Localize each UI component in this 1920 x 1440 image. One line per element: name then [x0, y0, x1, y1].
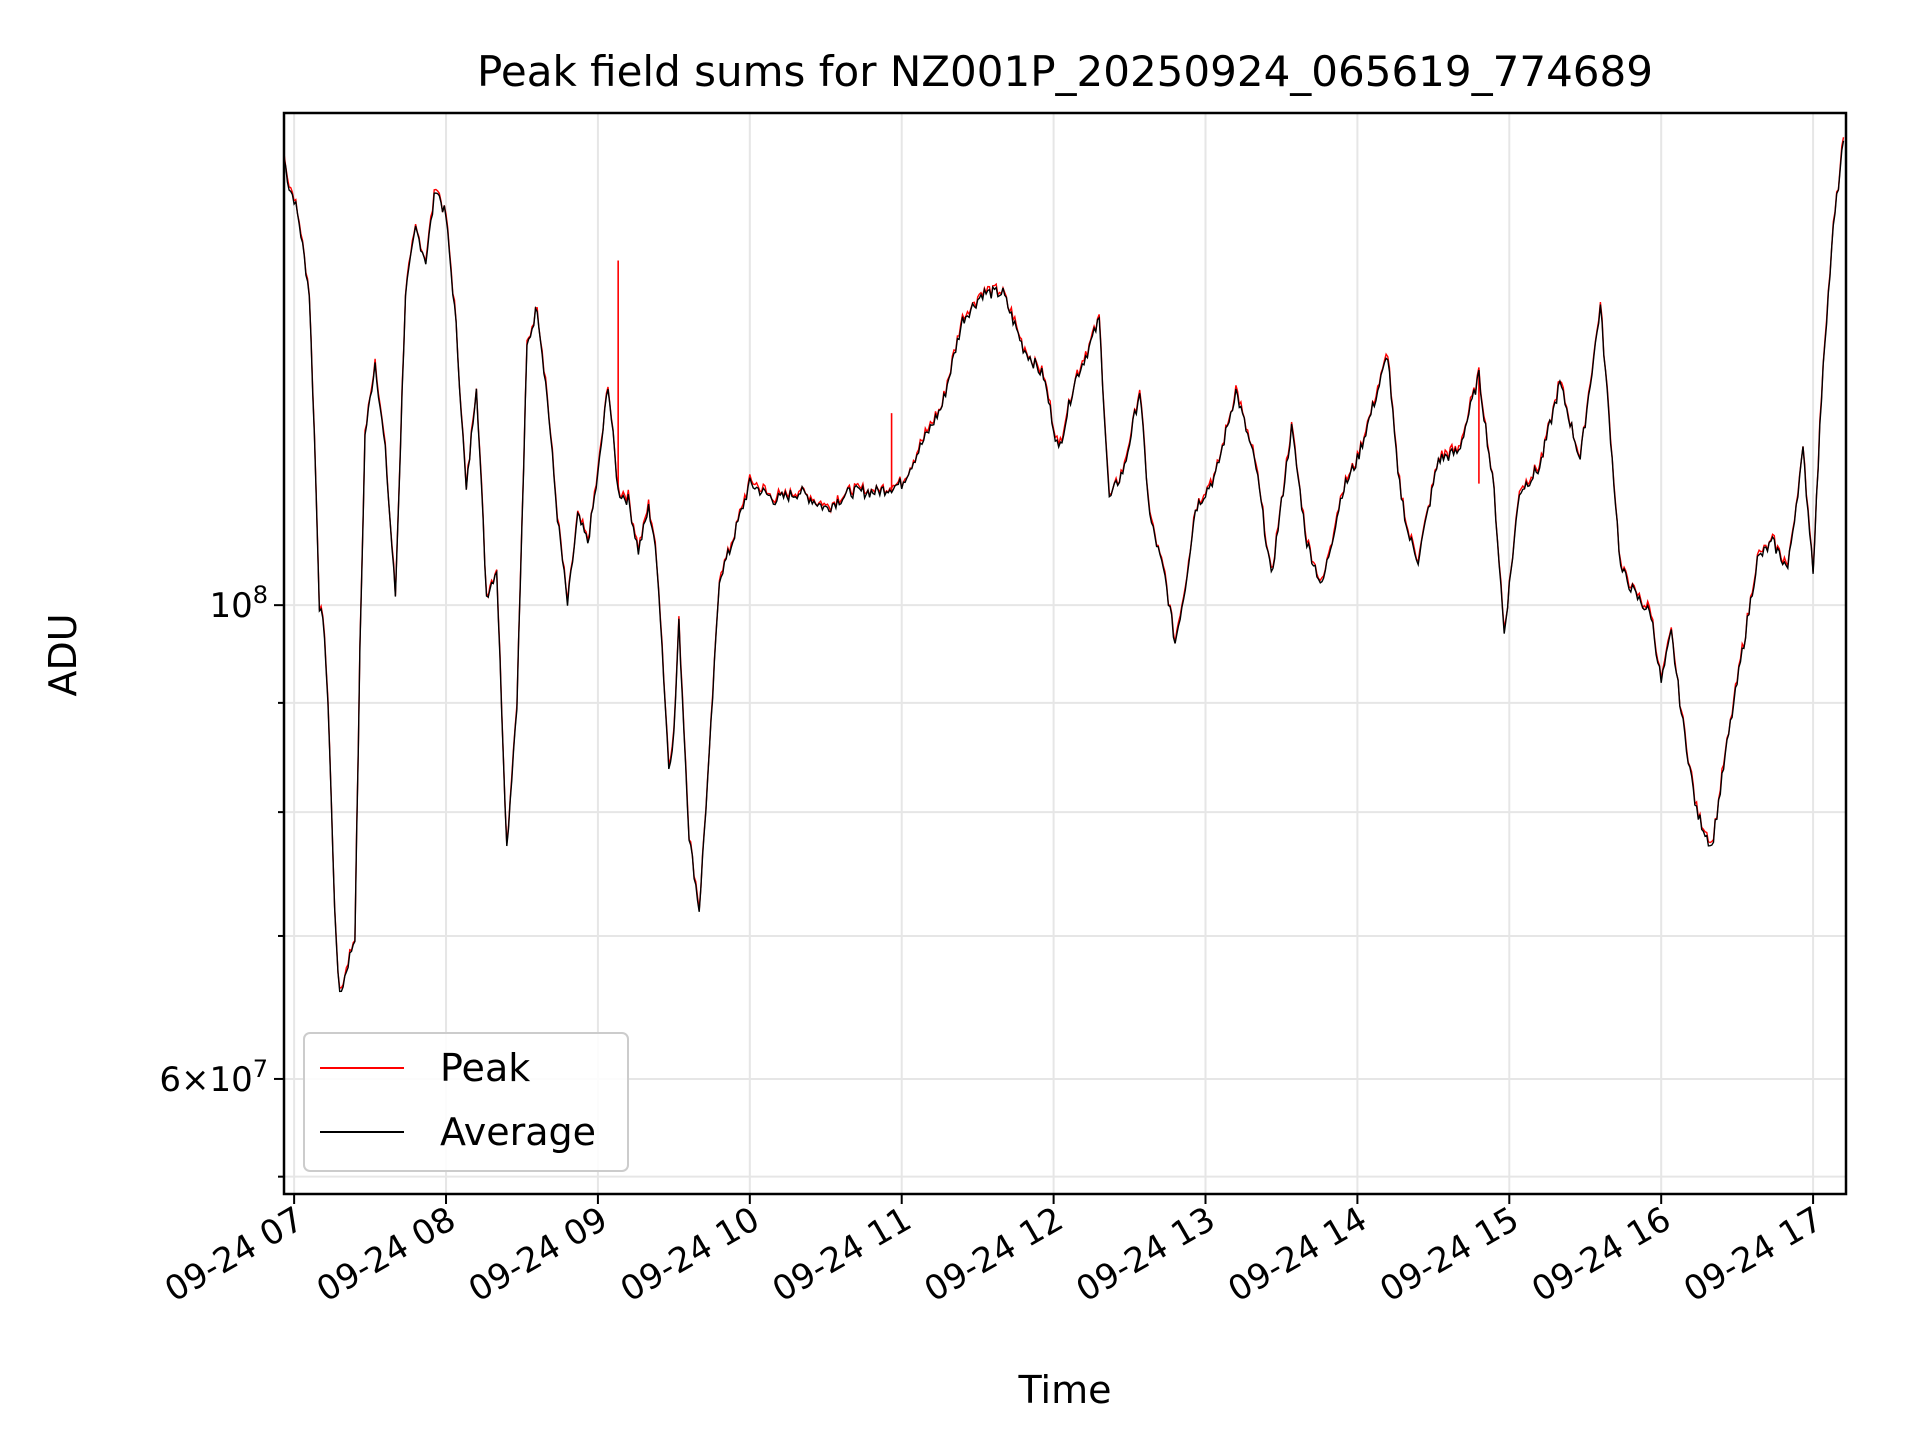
y-tick-label: 108: [209, 581, 268, 626]
series-line-average: [283, 140, 1845, 993]
grid-layer: [284, 113, 1846, 1194]
legend-label-average: Average: [440, 1110, 596, 1154]
y-axis-label: ADU: [41, 613, 85, 696]
legend-label-peak: Peak: [440, 1046, 530, 1090]
x-axis-label: Time: [1018, 1368, 1112, 1412]
plot-frame: [282, 111, 1848, 1196]
legend: Peak Average: [303, 1032, 629, 1172]
series-layer: [283, 137, 1845, 993]
chart-title: Peak field sums for NZ001P_20250924_0656…: [477, 47, 1653, 96]
y-tick-label: 6×107: [159, 1055, 268, 1100]
